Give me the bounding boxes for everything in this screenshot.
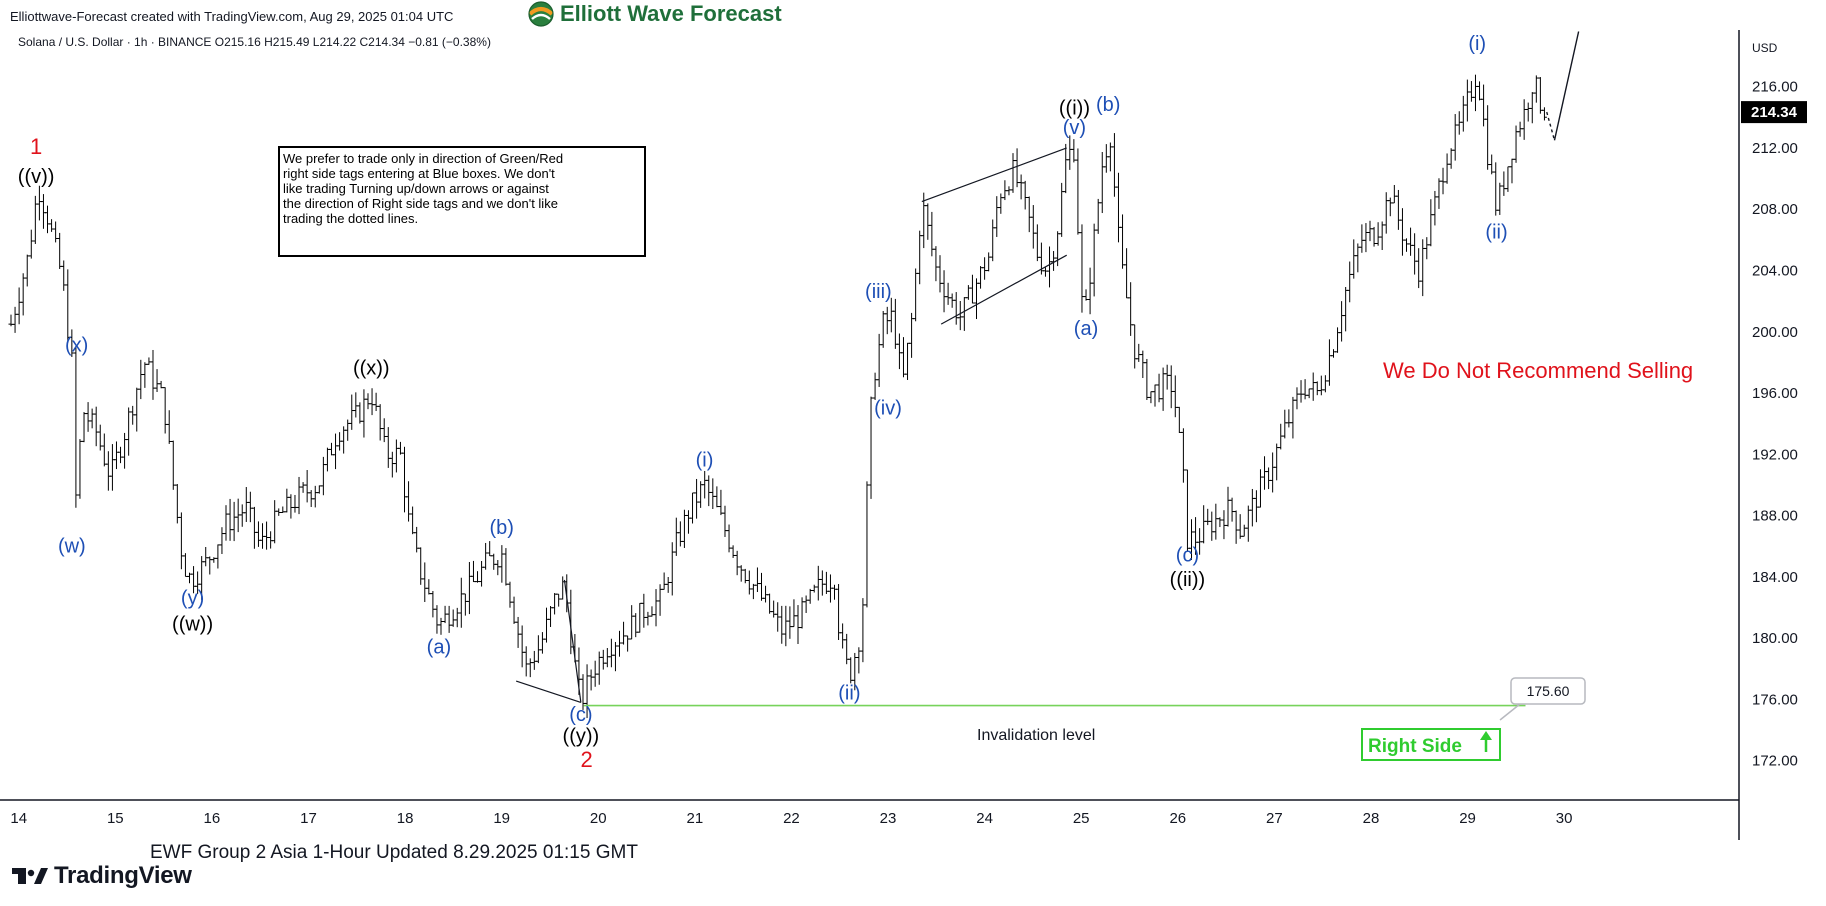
- y-tick-label: 204.00: [1752, 263, 1798, 280]
- right-side-tag-label: Right Side: [1368, 736, 1462, 757]
- tradingview-logo-icon: [12, 868, 48, 884]
- wave-label: ((x)): [353, 358, 390, 380]
- wave-label: (a): [1074, 318, 1098, 340]
- x-tick-label: 29: [1459, 810, 1476, 827]
- price-chart[interactable]: 1((v))(x)(w)(y)((w))((x))(a)(b)(c)((y))2…: [0, 30, 1826, 840]
- wave-label: (i): [696, 450, 714, 472]
- wave-label: (b): [1096, 94, 1120, 116]
- wave-label: (a): [427, 636, 451, 658]
- channel-line: [940, 254, 1067, 325]
- y-tick-label: 176.00: [1752, 691, 1798, 708]
- x-tick-label: 18: [397, 810, 414, 827]
- wave-label: (v): [1063, 117, 1086, 139]
- x-tick-label: 25: [1073, 810, 1090, 827]
- y-tick-label: 188.00: [1752, 508, 1798, 525]
- x-tick-label: 22: [783, 810, 800, 827]
- x-tick-label: 19: [493, 810, 510, 827]
- wave-label: ((i)): [1059, 97, 1090, 119]
- last-price-label: 214.34: [1751, 104, 1798, 121]
- wave-label: (c): [1176, 545, 1199, 567]
- y-tick-label: 172.00: [1752, 753, 1798, 770]
- y-tick-label: 196.00: [1752, 385, 1798, 402]
- right-side-tag: Right Side: [1361, 728, 1501, 761]
- candle: [1541, 107, 1547, 121]
- x-tick-labels: 14 15 16 17 18 19 20 21 22 23 24 25 26 27 28 29 30: [10, 810, 1572, 827]
- wave-label: (w): [58, 535, 86, 557]
- y-tick-label: 180.00: [1752, 630, 1798, 647]
- x-tick-label: 26: [1169, 810, 1186, 827]
- drawings-layer: [515, 31, 1580, 707]
- y-tick-label: 212.00: [1752, 140, 1798, 157]
- channel-line: [563, 579, 582, 703]
- y-tick-label: 184.00: [1752, 569, 1798, 586]
- wave-label: (ii): [838, 682, 860, 704]
- channel-line: [515, 680, 582, 704]
- wave-label: 1: [30, 134, 42, 159]
- y-tick-label: 192.00: [1752, 446, 1798, 463]
- x-tick-label: 27: [1266, 810, 1283, 827]
- x-tick-label: 16: [204, 810, 221, 827]
- tradingview-name: TradingView: [54, 862, 192, 889]
- update-caption: EWF Group 2 Asia 1-Hour Updated 8.29.202…: [150, 842, 638, 863]
- y-tick-labels: 172.00 176.00 180.00 184.00 188.00 192.00 196.…: [1752, 79, 1798, 770]
- y-tick-label: 208.00: [1752, 201, 1798, 218]
- wave-labels-layer: 1((v))(x)(w)(y)((w))((x))(a)(b)(c)((y))2…: [18, 33, 1508, 772]
- wave-label: (x): [65, 335, 88, 357]
- channel-line: [921, 147, 1067, 203]
- price-axis[interactable]: USD 172.00 176.00 180.00 184.00 188.00 192.00…: [1738, 30, 1807, 840]
- no-selling-notice: We Do Not Recommend Selling: [1383, 358, 1693, 383]
- chart-credit: Elliottwave-Forecast created with Tradin…: [10, 9, 454, 24]
- x-tick-label: 15: [107, 810, 124, 827]
- invalidation-group: Invalidation level 175.60: [977, 677, 1586, 744]
- wave-label: (iv): [874, 398, 902, 420]
- top-bar: Elliottwave-Forecast created with Tradin…: [0, 0, 1826, 30]
- last-price-marker: 214.34: [1741, 101, 1807, 124]
- x-tick-label: 17: [300, 810, 317, 827]
- wave-label: ((y)): [563, 725, 600, 747]
- y-tick-label: 216.00: [1752, 79, 1798, 96]
- time-axis[interactable]: 14 15 16 17 18 19 20 21 22 23 24 25 26 27 28 29 30: [0, 799, 1739, 827]
- disclaimer-box: We prefer to trade only in direction of …: [278, 146, 646, 257]
- arrow-up-icon: [1480, 731, 1492, 752]
- globe-logo-icon: [528, 1, 554, 27]
- invalidation-value-callout: 175.60: [1499, 677, 1586, 721]
- wave-label: 2: [581, 747, 593, 772]
- x-tick-label: 20: [590, 810, 607, 827]
- disclaimer-text: We prefer to trade only in direction of …: [283, 151, 563, 226]
- y-tick-label: 200.00: [1752, 324, 1798, 341]
- x-tick-label: 24: [976, 810, 993, 827]
- x-tick-label: 28: [1363, 810, 1380, 827]
- invalidation-label: Invalidation level: [977, 727, 1095, 744]
- wave-label: (iii): [865, 281, 892, 303]
- wave-label: (y): [181, 587, 204, 609]
- currency-label: USD: [1752, 41, 1778, 55]
- x-tick-label: 21: [687, 810, 704, 827]
- x-tick-label: 14: [10, 810, 27, 827]
- wave-label: ((v)): [18, 166, 55, 188]
- wave-label: (b): [489, 517, 513, 539]
- projection-dotted-line: [1546, 111, 1556, 141]
- candles-layer: [8, 74, 1547, 719]
- wave-label: ((ii)): [1170, 569, 1206, 591]
- projection-line: [1553, 31, 1580, 141]
- brand-header: Elliott Wave Forecast: [528, 1, 782, 27]
- invalidation-value: 175.60: [1527, 683, 1570, 699]
- tradingview-brand: TradingView: [12, 862, 192, 890]
- x-tick-label: 23: [880, 810, 897, 827]
- symbol-ohlc-line: Solana / U.S. Dollar · 1h · BINANCE O215…: [18, 35, 491, 49]
- x-tick-label: 30: [1556, 810, 1573, 827]
- wave-label: (c): [569, 704, 592, 726]
- brand-name: Elliott Wave Forecast: [560, 1, 782, 26]
- wave-label: (i): [1468, 33, 1486, 55]
- wave-label: (ii): [1485, 221, 1507, 243]
- wave-label: ((w)): [172, 613, 213, 635]
